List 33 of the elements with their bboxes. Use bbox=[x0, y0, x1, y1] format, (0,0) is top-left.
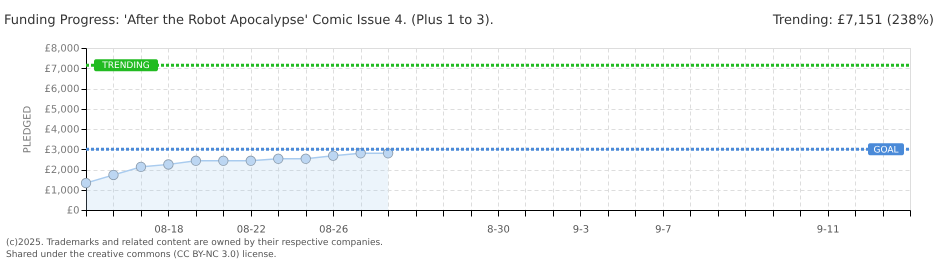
point bbox=[163, 159, 174, 170]
text: Shared under the creative commons (CC BY-NC 3.0) license. bbox=[6, 250, 277, 260]
y-tick-label: £8,000 bbox=[44, 44, 80, 54]
y-tick-label: £2,000 bbox=[44, 165, 80, 176]
y-tick-label: £5,000 bbox=[44, 104, 80, 116]
y-tick-label: £3,000 bbox=[44, 144, 80, 156]
point bbox=[108, 170, 119, 180]
text: Trending: £7,151 (238%) bbox=[772, 13, 934, 28]
chart-title: Funding Progress: 'After the Robot Apocalypse' Comic Issue 4. (Plus 1 to 3). bbox=[4, 13, 494, 28]
y-axis-title: PLEDGED bbox=[22, 106, 34, 154]
x-tick-label: 08-22 bbox=[236, 224, 266, 236]
point bbox=[328, 150, 338, 161]
y-tick-label: £0 bbox=[66, 206, 80, 216]
x-tick-label: 9-7 bbox=[655, 224, 672, 236]
text: (c)2025. Trademarks and related content are owned by their respective companies. bbox=[6, 238, 384, 248]
point bbox=[136, 162, 146, 172]
point bbox=[218, 156, 228, 166]
x-tick-label: 08-18 bbox=[154, 224, 184, 236]
point bbox=[80, 178, 92, 188]
ref-line-label: TRENDING bbox=[101, 61, 150, 72]
point bbox=[190, 156, 202, 166]
y-tick-label: £1,000 bbox=[44, 185, 80, 196]
ref-line-label: GOAL bbox=[873, 145, 899, 156]
y-tick-label: £4,000 bbox=[44, 124, 80, 136]
y-tick-label: £6,000 bbox=[44, 84, 80, 95]
x-tick-label: 9-11 bbox=[816, 224, 840, 236]
x-tick-label: 8-30 bbox=[487, 224, 510, 236]
x-tick-label: 9-3 bbox=[572, 224, 590, 236]
x-tick-label: 08-26 bbox=[319, 224, 348, 236]
point bbox=[246, 156, 256, 166]
point bbox=[273, 154, 284, 164]
y-tick-label: £7,000 bbox=[44, 64, 80, 75]
point bbox=[300, 154, 311, 164]
